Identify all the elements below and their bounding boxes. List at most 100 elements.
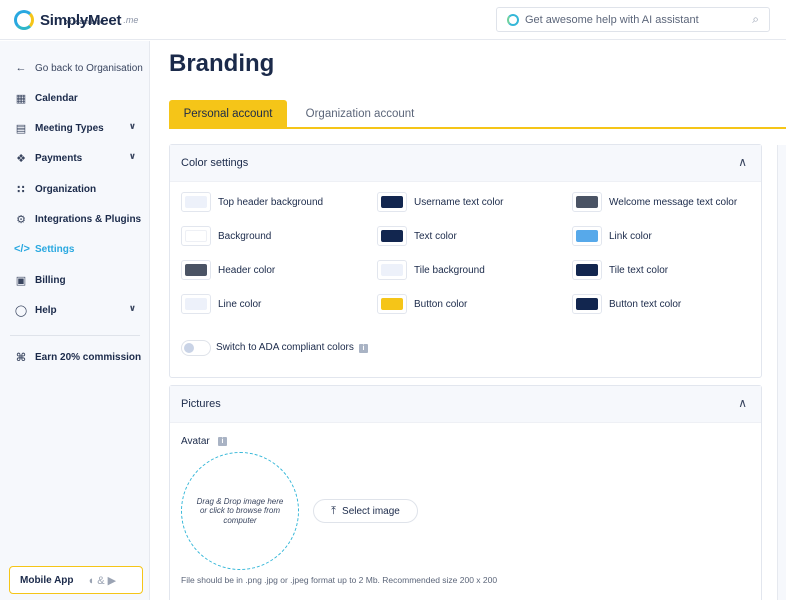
chevron-down-icon: ∨: [128, 303, 136, 313]
swatch-text-color[interactable]: Text color: [377, 226, 457, 246]
tab-organization-account[interactable]: Organization account: [305, 107, 415, 120]
logo-name: SimplyMeet: [40, 11, 122, 29]
sidebar-item-label: Calendar: [35, 92, 78, 104]
color-swatch-fill: [381, 196, 403, 208]
sidebar-item-payments[interactable]: ❖ Payments ∨: [0, 147, 150, 169]
sidebar-item-label: Meeting Types: [35, 122, 104, 134]
sidebar-item-label: Organization: [35, 183, 97, 195]
ai-assistant-icon: [507, 13, 519, 26]
color-settings-header[interactable]: Color settings ∧: [170, 145, 761, 182]
chevron-down-icon: ∨: [128, 121, 136, 131]
sidebar-item-label: Payments: [35, 152, 83, 164]
mobile-app-store-icons: ◖ & ▶: [88, 574, 117, 587]
apple-icon: ◖: [87, 574, 95, 587]
ada-colors-toggle[interactable]: [181, 340, 211, 356]
mobile-app-label: Mobile App: [20, 574, 74, 586]
swatch-label: Line color: [218, 298, 262, 310]
color-swatch[interactable]: [181, 294, 211, 314]
mobile-app-separator: &: [97, 574, 105, 587]
color-swatch-fill: [576, 230, 598, 242]
mobile-app-button[interactable]: Mobile App ◖ & ▶: [9, 566, 143, 594]
swatch-tile-background[interactable]: Tile background: [377, 260, 485, 280]
upload-icon: ⤒: [331, 504, 337, 517]
ai-assistant-placeholder: Get awesome help with AI assistant: [525, 13, 699, 26]
file-format-note: File should be in .png .jpg or .jpeg for…: [181, 575, 498, 585]
sidebar-item-label: Earn 20% commission: [35, 351, 142, 363]
sidebar-item-commission[interactable]: ⌘ Earn 20% commission: [0, 346, 150, 368]
ada-colors-label: Switch to ADA compliant colors: [216, 342, 354, 353]
color-swatch-fill: [185, 298, 207, 310]
swatch-label: Button color: [414, 298, 468, 310]
sidebar-item-integrations[interactable]: ⚙ Integrations & Plugins: [0, 208, 150, 230]
swatch-header-color[interactable]: Header color: [181, 260, 275, 280]
top-bar: SimplyMeet .me by team.blue Get awesome …: [0, 0, 786, 40]
swatch-label: Header color: [218, 264, 276, 276]
swatch-link-color[interactable]: Link color: [572, 226, 652, 246]
sidebar-item-calendar[interactable]: ▦ Calendar: [0, 87, 150, 109]
sidebar-item-label: Billing: [35, 274, 66, 286]
swatch-background[interactable]: Background: [181, 226, 271, 246]
color-swatch-fill: [576, 196, 598, 208]
account-tabs: Personal account Organization account: [169, 100, 786, 129]
swatch-tile-text-color[interactable]: Tile text color: [572, 260, 668, 280]
sidebar-item-organization[interactable]: ∷ Organization: [0, 178, 150, 200]
chevron-up-icon[interactable]: ∧: [738, 155, 747, 169]
color-settings-panel: Color settings ∧ Top header background U…: [169, 144, 762, 378]
sidebar-back-to-organisation[interactable]: ← Go back to Organisation: [0, 57, 150, 79]
right-side-panel-edge: [777, 145, 786, 600]
info-icon[interactable]: i: [218, 437, 227, 446]
swatch-top-header-background[interactable]: Top header background: [181, 192, 323, 212]
color-swatch[interactable]: [572, 260, 602, 280]
swatch-button-color[interactable]: Button color: [377, 294, 467, 314]
ai-assistant-search[interactable]: Get awesome help with AI assistant ⌕: [496, 7, 770, 32]
sidebar-item-label: Go back to Organisation: [35, 62, 143, 74]
swatch-label: Welcome message text color: [609, 196, 738, 208]
swatch-welcome-message-text-color[interactable]: Welcome message text color: [572, 192, 737, 212]
pictures-header[interactable]: Pictures ∧: [170, 386, 761, 423]
color-settings-title: Color settings: [181, 157, 249, 169]
sidebar-item-help[interactable]: ◯ Help ∨: [0, 299, 150, 321]
plug-icon: ⚙: [16, 213, 26, 226]
swatch-button-text-color[interactable]: Button text color: [572, 294, 681, 314]
color-swatch[interactable]: [377, 294, 407, 314]
color-swatch-fill: [381, 264, 403, 276]
color-swatch[interactable]: [572, 192, 602, 212]
tab-personal-account[interactable]: Personal account: [169, 100, 287, 127]
color-swatch[interactable]: [377, 192, 407, 212]
color-swatch[interactable]: [377, 226, 407, 246]
color-swatch[interactable]: [181, 226, 211, 246]
calendar-icon: ▦: [15, 92, 27, 105]
color-swatch[interactable]: [181, 260, 211, 280]
chevron-up-icon[interactable]: ∧: [738, 396, 747, 410]
sidebar-item-label: Integrations & Plugins: [35, 213, 142, 225]
simplymeet-logo[interactable]: SimplyMeet .me: [14, 7, 138, 33]
color-swatch-fill: [185, 230, 207, 242]
color-swatch[interactable]: [181, 192, 211, 212]
chat-icon: ◯: [14, 304, 28, 317]
tag-icon: ❖: [16, 152, 26, 165]
org-icon: ∷: [17, 183, 25, 196]
swatch-label: Tile background: [414, 264, 485, 276]
sidebar-item-meeting-types[interactable]: ▤ Meeting Types ∨: [0, 117, 150, 139]
sidebar-item-settings[interactable]: </> Settings: [0, 238, 150, 260]
toggle-knob: [184, 343, 194, 353]
info-icon[interactable]: i: [359, 344, 368, 353]
swatch-line-color[interactable]: Line color: [181, 294, 261, 314]
color-swatch[interactable]: [377, 260, 407, 280]
logo-suffix: .me: [123, 15, 139, 25]
swatch-label: Text color: [414, 230, 457, 242]
swatch-label: Button text color: [609, 298, 682, 310]
select-image-button[interactable]: ⤒ Select image: [313, 499, 418, 523]
avatar-dropzone[interactable]: Drag & Drop image here or click to brows…: [181, 452, 299, 570]
sidebar-item-billing[interactable]: ▣ Billing: [0, 269, 150, 291]
swatch-label: Top header background: [218, 196, 324, 208]
color-swatch[interactable]: [572, 226, 602, 246]
select-image-label: Select image: [342, 505, 400, 517]
swatch-username-text-color[interactable]: Username text color: [377, 192, 503, 212]
grid-icon: ▤: [15, 122, 27, 135]
color-swatch[interactable]: [572, 294, 602, 314]
sidebar-item-label: Settings: [35, 243, 75, 255]
swatch-label: Username text color: [414, 196, 504, 208]
search-icon[interactable]: ⌕: [752, 12, 759, 26]
color-swatch-fill: [381, 230, 403, 242]
